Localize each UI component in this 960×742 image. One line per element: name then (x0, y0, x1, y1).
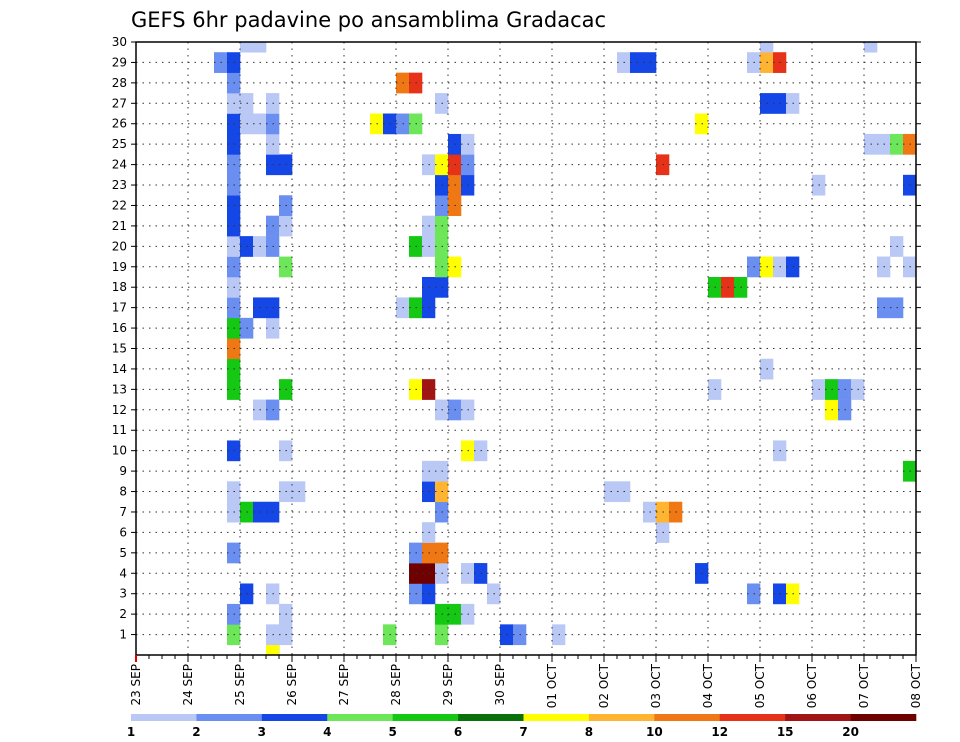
legend-label: 15 (777, 725, 794, 739)
heatmap-cell (266, 644, 280, 656)
legend-label: 1 (127, 725, 135, 739)
legend-swatch (654, 714, 721, 721)
y-tick-label: 14 (112, 362, 127, 376)
legend-label: 8 (585, 725, 593, 739)
y-axis-ticks: 1234567891011121314151617181920212223242… (112, 35, 921, 642)
legend-swatch (196, 714, 263, 721)
x-tick-label: 04 OCT (701, 663, 715, 708)
y-tick-label: 15 (112, 342, 127, 356)
y-tick-label: 19 (112, 260, 127, 274)
legend-swatch (588, 714, 655, 721)
legend-swatch (523, 714, 590, 721)
y-tick-label: 12 (112, 403, 127, 417)
y-tick-label: 8 (119, 485, 127, 499)
y-tick-label: 6 (119, 525, 127, 539)
x-tick-label: 02 OCT (597, 663, 611, 708)
y-tick-label: 23 (112, 178, 127, 192)
legend-swatch (785, 714, 851, 721)
y-tick-label: 3 (119, 587, 127, 601)
x-tick-label: 30 SEP (493, 664, 507, 706)
y-tick-label: 26 (112, 117, 127, 131)
legend-swatch (327, 714, 393, 721)
heatmap-cell (864, 42, 878, 53)
y-tick-label: 16 (112, 321, 127, 335)
y-tick-label: 13 (112, 382, 127, 396)
legend-swatch (719, 714, 786, 721)
legend-label: 3 (258, 725, 266, 739)
y-tick-label: 20 (112, 239, 127, 253)
legend-label: 5 (388, 725, 396, 739)
y-tick-label: 5 (119, 546, 127, 560)
heatmap-cell (253, 42, 267, 53)
legend-label: 20 (842, 725, 859, 739)
y-tick-label: 2 (119, 607, 127, 621)
x-tick-label: 25 SEP (233, 664, 247, 706)
x-tick-label: 24 SEP (181, 664, 195, 706)
x-tick-label: 07 OCT (857, 663, 871, 708)
x-tick-label: 05 OCT (753, 663, 767, 708)
y-tick-label: 4 (119, 566, 127, 580)
legend-swatch (392, 714, 459, 721)
x-tick-label: 28 SEP (389, 664, 403, 706)
legend-label: 6 (454, 725, 462, 739)
y-tick-label: 7 (119, 505, 127, 519)
heatmap-cell (240, 42, 254, 53)
legend-swatch (850, 714, 917, 721)
legend-label: 2 (192, 725, 200, 739)
legend-label: 10 (646, 725, 663, 739)
y-tick-label: 10 (112, 444, 127, 458)
y-tick-label: 22 (112, 198, 127, 212)
y-tick-label: 28 (112, 76, 127, 90)
x-tick-label: 29 SEP (441, 664, 455, 706)
legend-label: 4 (323, 725, 331, 739)
heatmap-cell (760, 42, 774, 53)
y-tick-label: 1 (119, 628, 127, 642)
y-tick-label: 30 (112, 35, 127, 49)
y-tick-label: 27 (112, 96, 127, 110)
legend-swatch (458, 714, 524, 721)
y-tick-label: 11 (112, 423, 127, 437)
x-tick-label: 03 OCT (649, 663, 663, 708)
x-axis-ticks: 23 SEP 24 SEP 25 SEP 26 SEP 27 SEP 28 SEP 29 S… (129, 655, 923, 708)
y-tick-label: 29 (112, 55, 127, 69)
legend-label: 12 (711, 725, 728, 739)
y-tick-label: 9 (119, 464, 127, 478)
dotted-grid (136, 42, 916, 655)
y-tick-label: 18 (112, 280, 127, 294)
x-tick-label: 23 SEP (129, 664, 143, 706)
color-legend: 1 2 3 4 5 6 7 8 10 12 15 20 (127, 714, 917, 739)
x-tick-label: 08 OCT (909, 663, 923, 708)
y-tick-label: 21 (112, 219, 127, 233)
chart-title: GEFS 6hr padavine po ansamblima Gradacac (131, 8, 606, 32)
legend-swatch (261, 714, 328, 721)
y-tick-label: 25 (112, 137, 127, 151)
x-tick-label: 01 OCT (545, 663, 559, 708)
x-tick-label: 27 SEP (337, 664, 351, 706)
legend-label: 7 (519, 725, 527, 739)
y-tick-label: 17 (112, 301, 127, 315)
legend-swatch (131, 714, 197, 721)
x-tick-label: 06 OCT (805, 663, 819, 708)
y-tick-label: 24 (112, 158, 127, 172)
x-tick-label: 26 SEP (285, 664, 299, 706)
